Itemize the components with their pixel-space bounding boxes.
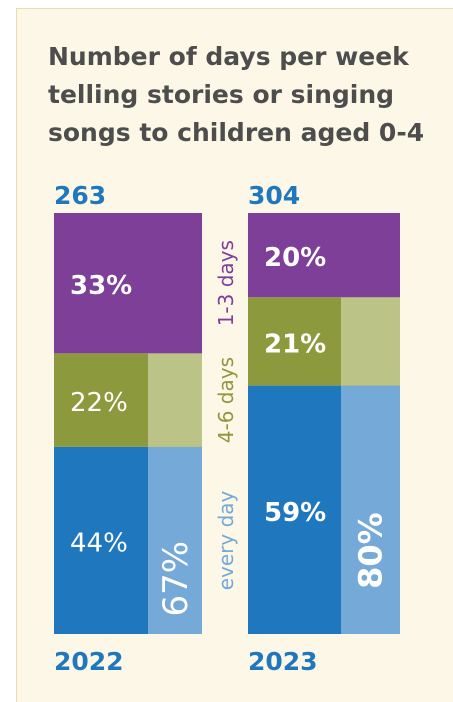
total-label-2023: 304 — [248, 181, 300, 210]
total-label-2022: 263 — [54, 181, 106, 210]
bar-2023-segment-0-highlight — [341, 385, 400, 634]
segment-label-2023-2: 20% — [264, 243, 326, 273]
bar-2022-segment-1-highlight — [148, 353, 202, 447]
category-label-2023: 2023 — [248, 647, 318, 676]
legend-label-1: 4-6 days — [214, 357, 238, 443]
combined-label-2022: 67% — [156, 541, 196, 617]
category-label-2022: 2022 — [54, 647, 124, 676]
title-line-1: Number of days per week — [48, 42, 409, 71]
legend-label-2: 1-3 days — [214, 240, 238, 326]
segment-label-2022-0: 44% — [70, 528, 128, 558]
bar-2023-segment-1-highlight — [341, 297, 400, 386]
bar-2022-segment-0-highlight — [148, 446, 202, 634]
legend-label-0: every day — [214, 490, 238, 590]
segment-label-2022-1: 22% — [70, 388, 128, 418]
segment-label-2022-2: 33% — [70, 271, 132, 301]
title-line-3: songs to children aged 0-4 — [48, 118, 425, 147]
chart-title: Number of days per week telling stories … — [48, 38, 448, 152]
bar-2023-segment-2 — [248, 213, 400, 298]
segment-label-2023-0: 59% — [264, 498, 326, 528]
bar-2022-segment-2 — [54, 213, 202, 354]
combined-label-2023: 80% — [352, 512, 390, 589]
title-line-2: telling stories or singing — [48, 80, 395, 109]
segment-label-2023-1: 21% — [264, 329, 326, 359]
